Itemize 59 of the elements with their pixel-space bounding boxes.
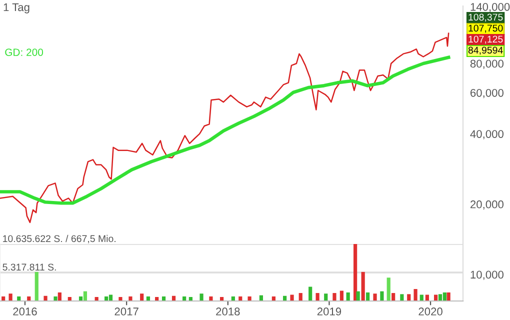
bar [366, 292, 370, 301]
x-tick-label: 2019 [317, 308, 342, 316]
x-tick-label: 2018 [216, 308, 240, 316]
bar [8, 294, 12, 301]
text: 107,125 [468, 36, 503, 44]
y-tick-label: 140,000 [470, 2, 510, 12]
bar [324, 294, 328, 301]
x-tick-label: 2016 [13, 308, 37, 316]
bar [340, 290, 344, 301]
bar [44, 296, 48, 301]
y-tick-label: 20,000 [470, 200, 504, 210]
bar [346, 292, 350, 301]
bar [308, 286, 312, 301]
bar [380, 291, 384, 301]
bar [353, 244, 358, 301]
bar [83, 291, 88, 301]
bar [407, 294, 411, 301]
bar [386, 278, 390, 301]
bar [392, 293, 396, 301]
text: 107,750 [468, 24, 503, 33]
line-series [0, 56, 450, 205]
bar [434, 294, 438, 301]
bar [248, 296, 252, 301]
bar [290, 294, 294, 301]
ref-line-label: 10.635.622 S. / 667,5 Mio. [3, 234, 116, 244]
line-series [0, 32, 450, 224]
bar [34, 272, 38, 301]
bar [373, 294, 377, 301]
y-tick-label: 80,000 [470, 60, 504, 69]
bar [209, 296, 213, 301]
text: GD: 200 [5, 48, 44, 56]
bar [414, 289, 418, 301]
bar [425, 294, 429, 301]
bar [438, 294, 442, 301]
bar [128, 296, 132, 301]
bar [200, 294, 204, 301]
text: 108,375 [468, 14, 503, 22]
x-tick-label: 2017 [114, 308, 138, 316]
bar [420, 294, 424, 301]
chart-subtitle: 1 Tag [4, 3, 30, 14]
bar [446, 292, 450, 301]
bar [316, 293, 320, 301]
bar [118, 297, 122, 301]
bar [140, 294, 144, 301]
bar [361, 272, 365, 301]
bar [332, 293, 336, 301]
bar [400, 294, 404, 301]
text: 84,9594 [468, 46, 503, 55]
bar [442, 292, 446, 301]
y-tick-label: 10,000 [470, 270, 504, 280]
bar [54, 296, 58, 301]
bar [298, 293, 302, 301]
x-tick-label: 2020 [418, 308, 442, 316]
ref-line-label: 5.317.811 S. [2, 264, 56, 271]
bar [58, 292, 62, 301]
y-tick-label: 60,000 [470, 88, 504, 98]
y-tick-label: 40,000 [470, 130, 504, 140]
bar [108, 294, 113, 301]
bar [356, 291, 360, 301]
